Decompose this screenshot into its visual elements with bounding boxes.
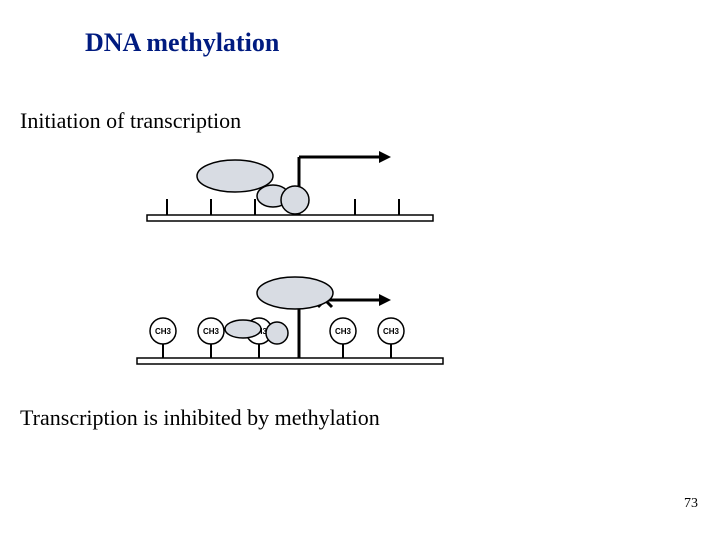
- transcription-factor-small: [225, 320, 261, 338]
- methyl-label: CH3: [335, 327, 352, 336]
- dna-strand: [137, 358, 443, 364]
- diagram-top-svg: [145, 148, 435, 238]
- subtitle-inhibited: Transcription is inhibited by methylatio…: [20, 405, 380, 431]
- methyl-label: CH3: [203, 327, 220, 336]
- diagram-transcription-inhibited: CH3CH3CH3CH3CH3: [135, 275, 445, 385]
- transcription-factor-large: [197, 160, 273, 192]
- dna-strand: [147, 215, 433, 221]
- page-number: 73: [684, 496, 698, 512]
- diagram-bottom-svg: CH3CH3CH3CH3CH3: [135, 275, 445, 385]
- transcription-factor-large: [257, 277, 333, 309]
- rna-polymerase: [266, 322, 288, 344]
- diagram-transcription-initiation: [145, 148, 435, 238]
- methyl-label: CH3: [383, 327, 400, 336]
- subtitle-initiation: Initiation of transcription: [20, 108, 241, 134]
- rna-polymerase: [281, 186, 309, 214]
- methyl-label: CH3: [155, 327, 172, 336]
- transcription-arrow-head: [379, 151, 391, 163]
- page-title: DNA methylation: [85, 28, 279, 58]
- transcription-arrow-head: [379, 294, 391, 306]
